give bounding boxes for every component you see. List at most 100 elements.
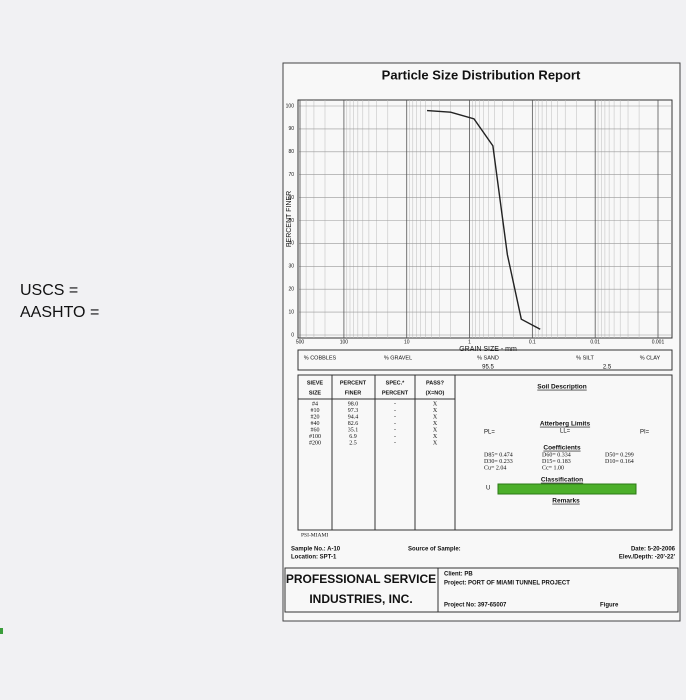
table-cell: #4 [312, 401, 318, 407]
company-name: PROFESSIONAL SERVICE [286, 572, 436, 586]
remarks-title: Remarks [552, 498, 580, 505]
table-header: SIZE [309, 390, 322, 396]
table-header: SPEC.* [386, 380, 406, 386]
plot-frame [297, 99, 673, 339]
table-header: (X=NO) [426, 390, 445, 396]
table-cell: 97.3 [348, 408, 359, 414]
atterberg-title: Atterberg Limits [540, 421, 591, 428]
x-tick-label: 100 [340, 339, 349, 345]
y-tick-label: 50 [288, 218, 294, 224]
y-tick-label: 70 [288, 172, 294, 178]
x-axis-title: GRAIN SIZE - mm [459, 346, 517, 353]
fraction-row [297, 349, 673, 371]
coefficient: D85= 0.474 [484, 452, 513, 458]
lab-name: PSI-MIAMI [301, 532, 328, 538]
classification-bar [497, 483, 637, 495]
client: Client: PB [444, 572, 473, 578]
table-cell: X [433, 414, 438, 420]
table-cell: #10 [311, 408, 320, 414]
report-sheet [282, 62, 681, 622]
y-tick-label: 100 [286, 103, 295, 109]
table-header: SIEVE [307, 380, 324, 386]
elev-depth: Elev./Depth: -20'-22' [619, 555, 676, 561]
project-no: Project No: 397-65007 [444, 603, 507, 609]
table-cell: #40 [311, 421, 320, 427]
coefficient: D50= 0.299 [605, 452, 634, 458]
project-box [437, 567, 679, 613]
table-header: FINER [345, 390, 362, 396]
table-cell: #100 [309, 434, 321, 440]
table-header: PASS? [426, 380, 445, 386]
table-cell: - [394, 408, 396, 414]
location: Location: SPT-1 [291, 555, 337, 561]
report-content: 0 10 20 30 40 50 60 70 80 90 100 500 100 10 1 0.1 0.01 0.… [286, 100, 676, 609]
source: Source of Sample: [408, 547, 461, 553]
report-title: Particle Size Distribution Report [382, 67, 581, 82]
x-tick-label: 0.1 [529, 339, 536, 345]
y-tick-label: 10 [288, 309, 294, 315]
pl-label: PL= [484, 430, 495, 436]
x-tick-label: 500 [296, 339, 305, 345]
uscs-label: USCS = [20, 282, 78, 299]
table-cell: 2.5 [349, 440, 357, 446]
uscs-mark: U [486, 486, 490, 492]
y-axis-title: PERCENT FINER [286, 191, 293, 247]
figure: Figure [600, 603, 619, 609]
company-name: INDUSTRIES, INC. [309, 592, 412, 606]
date: Date: 5-20-2006 [631, 547, 676, 553]
table-cell: - [394, 440, 396, 446]
y-tick-label: 60 [288, 195, 294, 201]
table-cell: - [394, 434, 396, 440]
fraction-label: % GRAVEL [384, 355, 412, 361]
coefficients-title: Coefficients [543, 445, 581, 452]
classification-title: Classification [541, 477, 583, 484]
x-tick-label: 0.01 [590, 339, 600, 345]
table-cell: X [433, 434, 438, 440]
table-cell: X [433, 440, 438, 446]
coefficient: D30= 0.233 [484, 459, 513, 465]
table-header: PERCENT [340, 380, 367, 386]
y-tick-label: 90 [288, 126, 294, 132]
fraction-label: % CLAY [640, 355, 661, 361]
table-cell: #60 [311, 427, 320, 433]
y-tick-label: 0 [291, 332, 294, 338]
table-cell: 94.4 [348, 414, 359, 420]
table-header: PERCENT [382, 390, 409, 396]
table-cell: 6.9 [349, 434, 357, 440]
coefficient: Cu= 2.04 [484, 465, 506, 471]
y-tick-label: 30 [288, 264, 294, 270]
table-cell: - [394, 421, 396, 427]
x-tick-label: 1 [468, 339, 471, 345]
y-tick-label: 20 [288, 287, 294, 293]
fraction-value: 2.5 [603, 365, 612, 371]
table-cell: - [394, 414, 396, 420]
project: Project: PORT OF MIAMI TUNNEL PROJECT [444, 581, 570, 587]
table-cell: X [433, 408, 438, 414]
coefficient: D10= 0.164 [605, 459, 634, 465]
table-cell: 35.1 [348, 427, 359, 433]
x-tick-label: 10 [404, 339, 410, 345]
edge-mark [0, 628, 3, 634]
aashto-label: AASHTO = [20, 304, 99, 321]
soil-description: Soil Description [537, 384, 587, 391]
table-cell: X [433, 427, 438, 433]
coefficient: D15= 0.183 [542, 459, 571, 465]
sample-no: Sample No.: A-10 [291, 547, 341, 553]
fraction-label: % COBBLES [304, 355, 337, 361]
table-cell: - [394, 401, 396, 407]
table-cell: - [394, 427, 396, 433]
table-cell: X [433, 421, 438, 427]
table-cell: 98.0 [348, 401, 359, 407]
pi-label: PI= [640, 430, 650, 436]
x-tick-label: 0.001 [652, 339, 665, 345]
table-cell: X [433, 401, 438, 407]
grading-curve [426, 109, 541, 330]
y-tick-label: 80 [288, 149, 294, 155]
coefficient: D60= 0.334 [542, 452, 571, 458]
fraction-label: % SILT [576, 355, 594, 361]
sieve-table [297, 374, 456, 531]
fraction-value: 95.5 [482, 365, 494, 371]
coefficient: Cc= 1.00 [542, 465, 564, 471]
